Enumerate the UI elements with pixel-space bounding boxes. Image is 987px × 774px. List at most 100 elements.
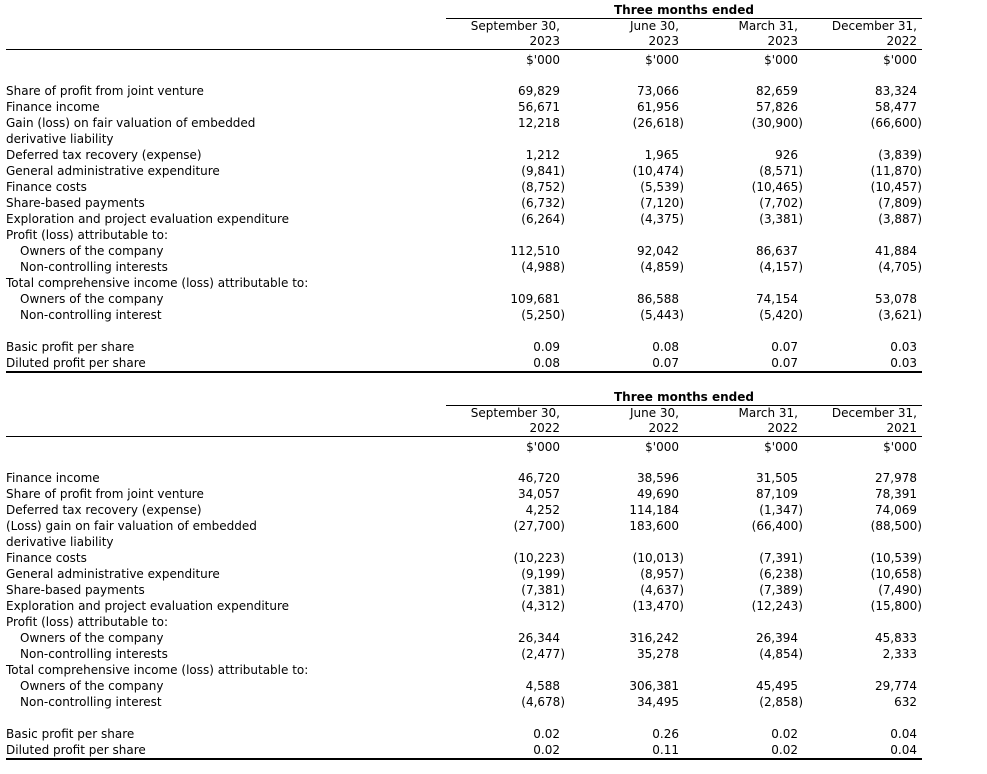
label-column-spacer bbox=[6, 52, 446, 68]
row-label: Share of profit from joint venture bbox=[6, 487, 204, 501]
table-row: General administrative expenditure (9,841… bbox=[6, 163, 922, 179]
cell-value: (4,375) bbox=[640, 212, 684, 226]
table-row: Finance costs (8,752) (5,539) (10,465) (10,4… bbox=[6, 179, 922, 195]
table-row: Owners of the company 4,588 306,381 45,495 2… bbox=[6, 678, 922, 694]
unit-label: $'000 bbox=[883, 53, 917, 67]
cell-value: 0.08 bbox=[652, 340, 679, 354]
cell-value: (10,465) bbox=[751, 180, 803, 194]
row-label: Deferred tax recovery (expense) bbox=[6, 503, 202, 517]
table-section-row: Total comprehensive income (loss) attrib… bbox=[6, 275, 922, 291]
cell-value: (4,854) bbox=[759, 647, 803, 661]
cell-value: (6,264) bbox=[521, 212, 565, 226]
cell-value: (12,243) bbox=[751, 599, 803, 613]
column-header-month: June 30, bbox=[629, 406, 679, 420]
cell-value: 86,588 bbox=[637, 292, 679, 306]
row-label: Non-controlling interests bbox=[20, 260, 168, 274]
cell-value: (8,752) bbox=[521, 180, 565, 194]
table-title-row: Three months ended bbox=[6, 389, 922, 406]
cell-value: 34,495 bbox=[637, 695, 679, 709]
cell-value: (10,223) bbox=[513, 551, 565, 565]
cell-value: 82,659 bbox=[756, 84, 798, 98]
cell-value: 2,333 bbox=[882, 647, 917, 661]
cell-value: 0.03 bbox=[890, 356, 917, 370]
label-column-spacer bbox=[6, 389, 446, 406]
cell-value: 114,184 bbox=[629, 503, 679, 517]
cell-value: 61,956 bbox=[637, 100, 679, 114]
table-row: Diluted profit per share 0.08 0.07 0.07 0.03 bbox=[6, 355, 922, 371]
cell-value: 1,965 bbox=[644, 148, 679, 162]
row-label: Diluted profit per share bbox=[6, 743, 146, 757]
quarterly-results-table-2022: Three months ended September 30, 2022 Ju… bbox=[6, 389, 922, 760]
cell-value: 45,833 bbox=[875, 631, 917, 645]
table-title-row: Three months ended bbox=[6, 2, 922, 19]
cell-value: 0.07 bbox=[771, 356, 798, 370]
cell-value: 0.26 bbox=[652, 727, 679, 741]
unit-label: $'000 bbox=[764, 53, 798, 67]
cell-value: 58,477 bbox=[875, 100, 917, 114]
cell-value: 86,637 bbox=[756, 244, 798, 258]
cell-value: 0.02 bbox=[533, 727, 560, 741]
column-header-month: September 30, bbox=[470, 19, 560, 33]
row-label: Profit (loss) attributable to: bbox=[6, 615, 169, 629]
cell-value: 1,212 bbox=[525, 148, 560, 162]
cell-value: 87,109 bbox=[756, 487, 798, 501]
label-column-spacer bbox=[6, 439, 446, 455]
row-label: Finance costs bbox=[6, 551, 87, 565]
label-column-spacer bbox=[6, 2, 446, 19]
cell-value: (3,381) bbox=[759, 212, 803, 226]
cell-value: 0.07 bbox=[771, 340, 798, 354]
column-header: June 30, 2022 bbox=[565, 406, 684, 436]
cell-value: 0.07 bbox=[652, 356, 679, 370]
column-header: December 31, 2021 bbox=[803, 406, 922, 436]
cell-value: 74,069 bbox=[875, 503, 917, 517]
table-row: Non-controlling interests (4,988) (4,859) (… bbox=[6, 259, 922, 275]
row-label: Diluted profit per share bbox=[6, 356, 146, 370]
table-row: Deferred tax recovery (expense) 1,212 1,96… bbox=[6, 147, 922, 163]
cell-value: (10,539) bbox=[870, 551, 922, 565]
label-column-spacer bbox=[6, 406, 446, 436]
cell-value: 74,154 bbox=[756, 292, 798, 306]
row-label: Basic profit per share bbox=[6, 340, 135, 354]
unit-label: $'000 bbox=[645, 53, 679, 67]
cell-value: 26,394 bbox=[756, 631, 798, 645]
row-label: General administrative expenditure bbox=[6, 164, 220, 178]
cell-value: (11,870) bbox=[870, 164, 922, 178]
table-row: Finance income 56,671 61,956 57,826 58,477 bbox=[6, 99, 922, 115]
cell-value: (10,474) bbox=[632, 164, 684, 178]
cell-value: (7,120) bbox=[640, 196, 684, 210]
table-row: General administrative expenditure (9,199… bbox=[6, 566, 922, 582]
cell-value: (2,477) bbox=[521, 647, 565, 661]
cell-value: 0.02 bbox=[771, 743, 798, 757]
row-label: Non-controlling interests bbox=[20, 647, 168, 661]
cell-value: 12,218 bbox=[518, 116, 560, 130]
cell-value: (10,013) bbox=[632, 551, 684, 565]
cell-value: (4,678) bbox=[521, 695, 565, 709]
cell-value: (7,381) bbox=[521, 583, 565, 597]
row-label: Non-controlling interest bbox=[20, 308, 162, 322]
column-header: March 31, 2023 bbox=[684, 19, 803, 49]
table-row: Basic profit per share 0.09 0.08 0.07 0.03 bbox=[6, 339, 922, 355]
cell-value: 926 bbox=[775, 148, 798, 162]
unit-label: $'000 bbox=[526, 440, 560, 454]
row-label: (Loss) gain on fair valuation of embedde… bbox=[6, 519, 257, 549]
table-row: Owners of the company 26,344 316,242 26,394… bbox=[6, 630, 922, 646]
column-headers-row: September 30, 2023 June 30, 2023 March 3… bbox=[6, 19, 922, 50]
row-label: General administrative expenditure bbox=[6, 567, 220, 581]
cell-value: 69,829 bbox=[518, 84, 560, 98]
table-row: Basic profit per share 0.02 0.26 0.02 0.04 bbox=[6, 726, 922, 742]
cell-value: (26,618) bbox=[632, 116, 684, 130]
cell-value: (2,858) bbox=[759, 695, 803, 709]
cell-value: (8,957) bbox=[640, 567, 684, 581]
row-label: Finance costs bbox=[6, 180, 87, 194]
cell-value: 0.03 bbox=[890, 340, 917, 354]
cell-value: (5,443) bbox=[640, 308, 684, 322]
column-header-month: March 31, bbox=[738, 406, 798, 420]
cell-value: 109,681 bbox=[510, 292, 560, 306]
cell-value: (13,470) bbox=[632, 599, 684, 613]
column-header-year: 2022 bbox=[767, 421, 798, 435]
row-label: Exploration and project evaluation expen… bbox=[6, 212, 290, 226]
cell-value: 306,381 bbox=[629, 679, 679, 693]
cell-value: 0.04 bbox=[890, 743, 917, 757]
cell-value: 26,344 bbox=[518, 631, 560, 645]
table-row: Non-controlling interest (4,678) 34,495 (2,… bbox=[6, 694, 922, 710]
